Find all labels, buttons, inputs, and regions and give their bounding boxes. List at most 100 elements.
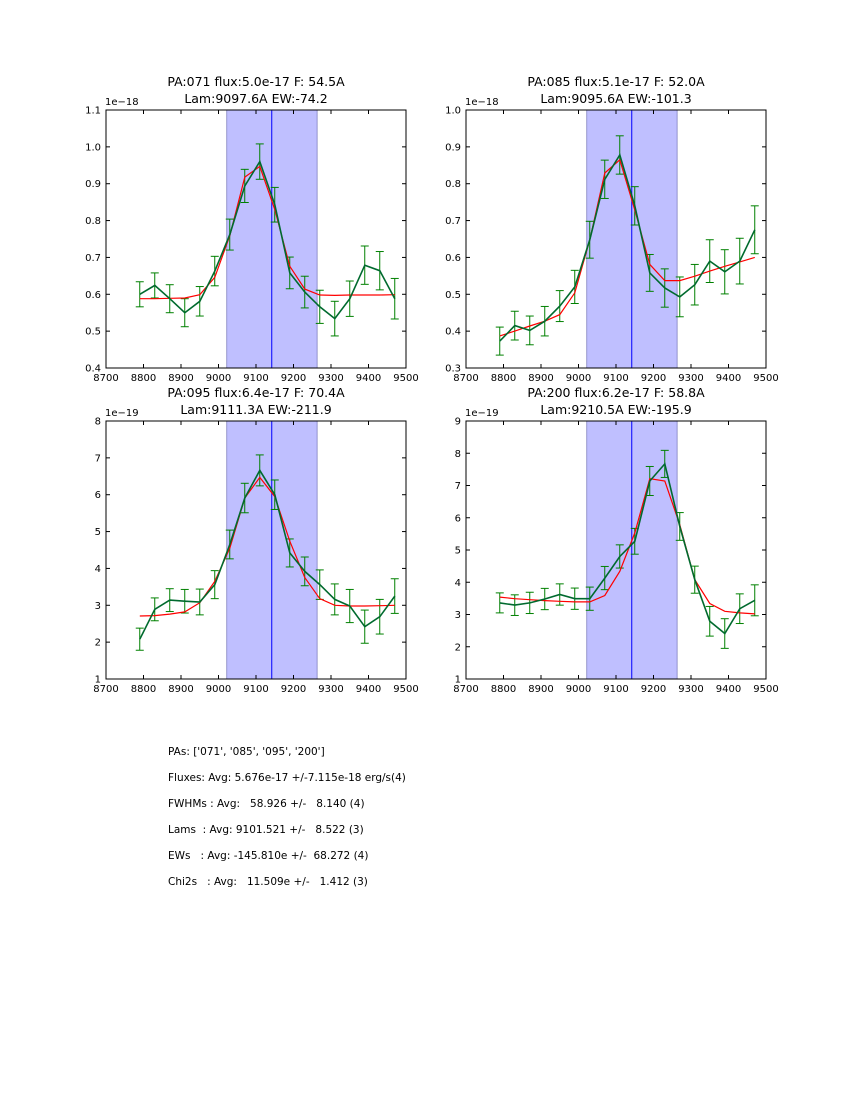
- y-tick-label: 0.9: [445, 142, 461, 153]
- y-tick-label: 2: [455, 642, 461, 653]
- x-tick-label: 8700: [93, 684, 118, 695]
- x-tick-label: 9300: [318, 373, 343, 384]
- stats-fwhms: FWHMs : Avg: 58.926 +/- 8.140 (4): [168, 798, 365, 810]
- x-tick-label: 8800: [491, 684, 516, 695]
- error-bar: [135, 281, 144, 308]
- x-tick-label: 8900: [528, 373, 553, 384]
- x-tick-label: 9400: [356, 373, 381, 384]
- error-bar: [135, 627, 144, 651]
- y-tick-label: 0.8: [85, 216, 101, 227]
- series-data-line: [499, 462, 756, 635]
- x-tick-label: 9000: [206, 684, 231, 695]
- stats-fluxes: Fluxes: Avg: 5.676e-17 +/-7.115e-18 erg/…: [168, 772, 406, 784]
- y-tick-label: 9: [455, 417, 461, 428]
- y-tick-label: 0.4: [85, 364, 101, 375]
- subplot-title: Lam:9095.6A EW:-101.3: [540, 91, 691, 106]
- y-tick-label: 0.7: [85, 253, 101, 264]
- subplot-title: Lam:9111.3A EW:-211.9: [180, 402, 331, 417]
- subplot-4: PA:200 flux:6.2e-17 F: 58.8A Lam:9210.5A …: [453, 385, 778, 695]
- series-data-line: [139, 159, 396, 320]
- subplot-title: Lam:9210.5A EW:-195.9: [540, 402, 691, 417]
- stats-lams: Lams : Avg: 9101.521 +/- 8.522 (3): [168, 824, 364, 836]
- x-tick-label: 9200: [641, 373, 666, 384]
- x-tick-label: 9100: [603, 684, 628, 695]
- x-tick-label: 9200: [641, 684, 666, 695]
- axis-scale-label: 1e−19: [465, 408, 499, 419]
- x-tick-label: 9300: [678, 373, 703, 384]
- x-tick-label: 9000: [566, 373, 591, 384]
- subplot-title: PA:200 flux:6.2e-17 F: 58.8A: [527, 385, 705, 400]
- x-tick-label: 9100: [243, 684, 268, 695]
- x-tick-label: 9000: [566, 684, 591, 695]
- stats-ews: EWs : Avg: -145.810e +/- 68.272 (4): [168, 850, 369, 862]
- x-tick-label: 8900: [168, 373, 193, 384]
- x-tick-label: 9500: [753, 373, 778, 384]
- y-tick-label: 1: [455, 675, 461, 686]
- x-tick-label: 8900: [168, 684, 193, 695]
- y-tick-label: 0.3: [445, 364, 461, 375]
- x-tick-label: 9500: [393, 684, 418, 695]
- y-tick-label: 0.4: [445, 327, 461, 338]
- y-tick-label: 7: [95, 453, 101, 464]
- x-tick-label: 8900: [528, 684, 553, 695]
- x-tick-label: 9300: [318, 684, 343, 695]
- y-tick-label: 3: [455, 610, 461, 621]
- y-tick-label: 1.1: [85, 106, 101, 117]
- subplot-3: PA:095 flux:6.4e-17 F: 70.4A Lam:9111.3A …: [93, 385, 418, 695]
- subplot-2: PA:085 flux:5.1e-17 F: 52.0A Lam:9095.6A …: [445, 74, 779, 384]
- x-tick-label: 9000: [206, 373, 231, 384]
- error-bar: [495, 326, 504, 356]
- x-tick-label: 9400: [716, 373, 741, 384]
- y-tick-label: 0.7: [445, 216, 461, 227]
- y-tick-label: 1.0: [85, 142, 101, 153]
- y-tick-label: 0.9: [85, 179, 101, 190]
- axis-scale-label: 1e−18: [105, 97, 139, 108]
- y-tick-label: 4: [455, 578, 461, 589]
- y-tick-label: 5: [455, 546, 461, 557]
- x-tick-label: 9200: [281, 373, 306, 384]
- x-tick-label: 9200: [281, 684, 306, 695]
- subplot-title: PA:095 flux:6.4e-17 F: 70.4A: [167, 385, 345, 400]
- subplot-1: PA:071 flux:5.0e-17 F: 54.5A Lam:9097.6A …: [85, 74, 419, 384]
- y-tick-label: 7: [455, 481, 461, 492]
- y-tick-label: 6: [95, 490, 101, 501]
- y-tick-label: 0.6: [445, 253, 461, 264]
- y-tick-label: 5: [95, 527, 101, 538]
- axis-scale-label: 1e−19: [105, 408, 139, 419]
- y-tick-label: 1.0: [445, 106, 461, 117]
- subplot-title: PA:085 flux:5.1e-17 F: 52.0A: [527, 74, 705, 89]
- x-tick-label: 8800: [491, 373, 516, 384]
- y-tick-label: 2: [95, 638, 101, 649]
- y-tick-label: 0.6: [85, 290, 101, 301]
- y-tick-label: 0.5: [85, 327, 101, 338]
- x-tick-label: 9100: [243, 373, 268, 384]
- x-tick-label: 9500: [753, 684, 778, 695]
- y-tick-label: 1: [95, 675, 101, 686]
- y-tick-label: 3: [95, 601, 101, 612]
- series-fit-line: [139, 476, 395, 617]
- y-tick-label: 0.8: [445, 179, 461, 190]
- subplot-title: Lam:9097.6A EW:-74.2: [184, 91, 327, 106]
- x-tick-label: 9500: [393, 373, 418, 384]
- series-data-line: [499, 153, 756, 342]
- subplot-title: PA:071 flux:5.0e-17 F: 54.5A: [167, 74, 345, 89]
- y-tick-label: 8: [455, 449, 461, 460]
- error-bar: [495, 592, 504, 614]
- x-tick-label: 8700: [453, 373, 478, 384]
- x-tick-label: 8800: [131, 373, 156, 384]
- stats-pas: PAs: ['071', '085', '095', '200']: [168, 746, 325, 758]
- summary-stats: PAs: ['071', '085', '095', '200'] Fluxes…: [168, 745, 406, 901]
- y-tick-label: 8: [95, 417, 101, 428]
- x-tick-label: 8800: [131, 684, 156, 695]
- x-tick-label: 8700: [453, 684, 478, 695]
- x-tick-label: 9400: [356, 684, 381, 695]
- y-tick-label: 6: [455, 513, 461, 524]
- axis-scale-label: 1e−18: [465, 97, 499, 108]
- x-tick-label: 9400: [716, 684, 741, 695]
- series-data-line: [139, 468, 396, 640]
- x-tick-label: 9100: [603, 373, 628, 384]
- y-tick-label: 0.5: [445, 290, 461, 301]
- y-tick-label: 4: [95, 564, 101, 575]
- x-tick-label: 9300: [678, 684, 703, 695]
